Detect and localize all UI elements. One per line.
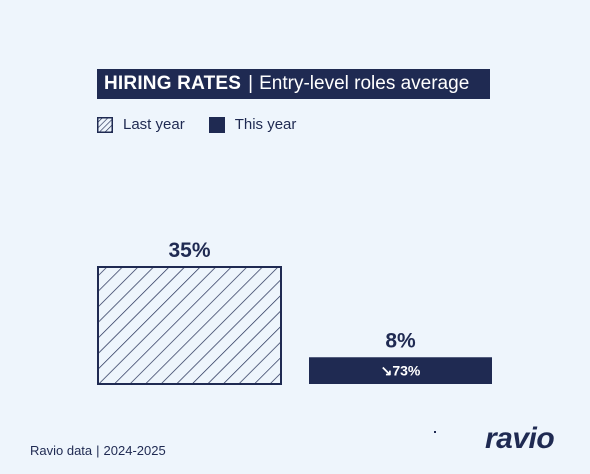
change-label: ↘73% <box>381 363 421 379</box>
legend-label-last-year: Last year <box>123 116 185 133</box>
legend-item-last-year: Last year <box>97 116 185 133</box>
legend: Last year This year <box>97 116 320 133</box>
footer-source: Ravio data | 2024-2025 <box>30 443 166 458</box>
brand-logo: ravio <box>485 422 555 455</box>
bar-this-year <box>309 357 492 384</box>
hatched-swatch-icon <box>97 116 113 133</box>
chart-title-box: HIRING RATES | Entry-level roles average <box>97 69 490 99</box>
legend-label-this-year: This year <box>234 116 297 133</box>
period-label: 2024-2025 <box>103 443 166 458</box>
source-label: Ravio data <box>30 443 93 458</box>
value-label-last-year: 35% <box>168 239 210 262</box>
title-separator: | <box>248 73 254 94</box>
legend-item-this-year: This year <box>208 116 297 133</box>
bar-last-year <box>97 266 282 385</box>
decorative-dot <box>434 431 436 433</box>
chart-subtitle: Entry-level roles average <box>259 73 470 94</box>
footer-separator: | <box>96 443 100 458</box>
chart-title: HIRING RATES <box>104 73 242 94</box>
value-label-this-year: 8% <box>385 329 416 352</box>
solid-swatch-icon <box>208 116 225 133</box>
